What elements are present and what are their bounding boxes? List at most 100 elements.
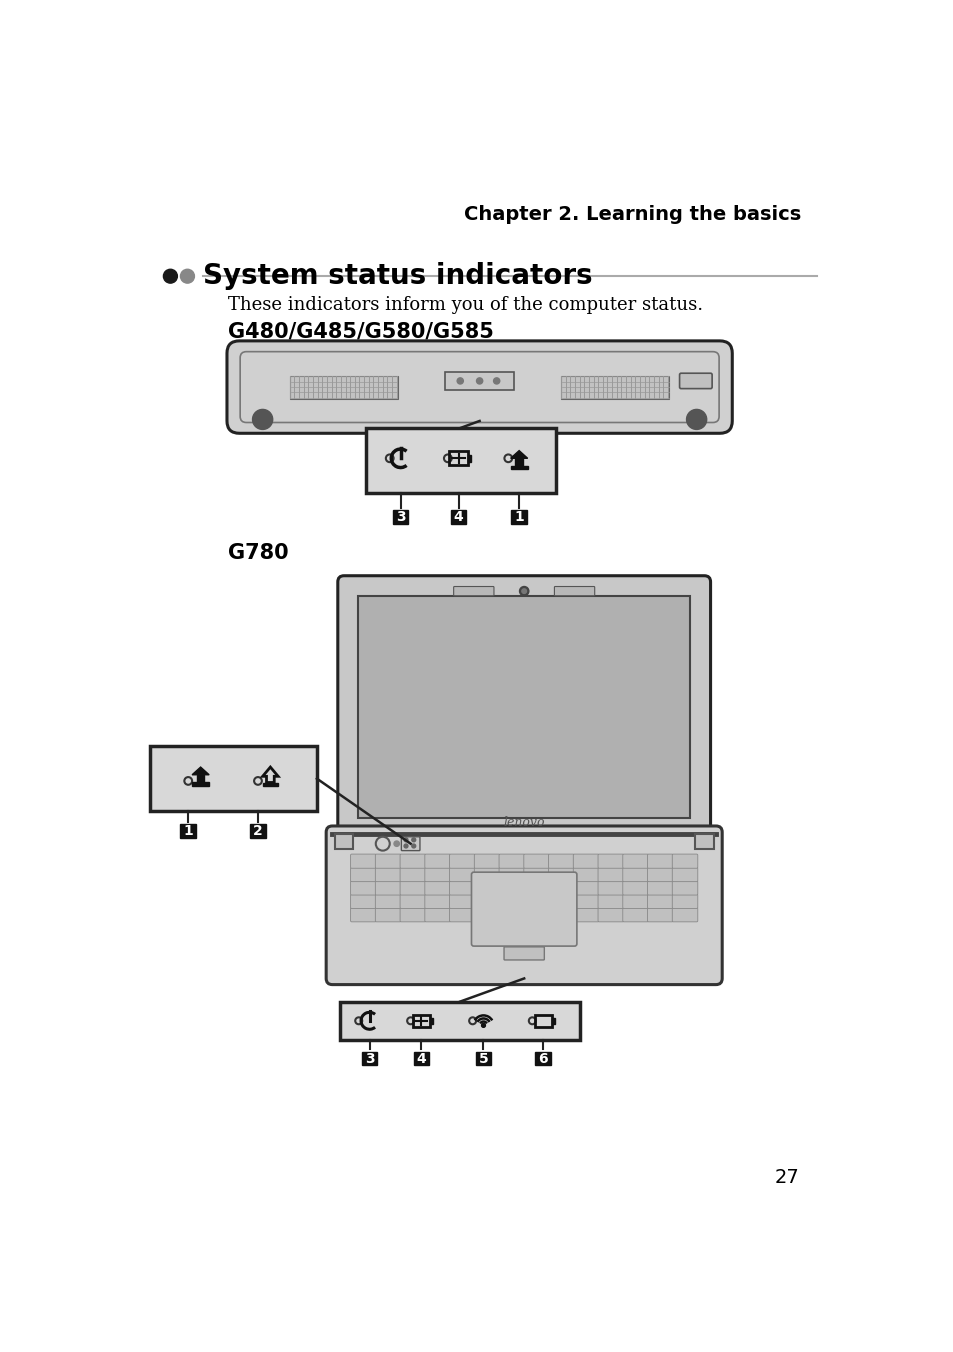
Bar (523, 646, 606, 653)
FancyBboxPatch shape (474, 907, 499, 922)
FancyBboxPatch shape (449, 882, 475, 895)
FancyBboxPatch shape (498, 854, 524, 868)
Bar (360, 733, 443, 740)
Bar (605, 808, 687, 815)
Bar (605, 614, 687, 621)
Bar (360, 754, 443, 761)
Bar (605, 803, 687, 810)
Bar (523, 668, 606, 675)
Bar (360, 765, 443, 772)
FancyBboxPatch shape (573, 894, 598, 909)
Bar (360, 711, 443, 718)
Bar (523, 808, 606, 815)
Bar (360, 722, 443, 729)
Bar (360, 781, 443, 788)
FancyBboxPatch shape (622, 882, 648, 895)
Bar (442, 646, 524, 653)
FancyBboxPatch shape (399, 854, 425, 868)
Bar (360, 803, 443, 810)
Bar (605, 608, 687, 615)
FancyBboxPatch shape (622, 907, 648, 922)
Bar (360, 598, 443, 604)
FancyBboxPatch shape (498, 868, 524, 882)
FancyBboxPatch shape (598, 882, 623, 895)
Bar (442, 630, 524, 637)
FancyBboxPatch shape (375, 894, 400, 909)
FancyBboxPatch shape (548, 907, 574, 922)
FancyBboxPatch shape (474, 854, 499, 868)
Bar (523, 608, 606, 615)
Bar (523, 776, 606, 783)
Circle shape (476, 377, 482, 384)
Bar (534, 1014, 551, 1028)
Bar (605, 630, 687, 637)
Bar (605, 738, 687, 745)
Bar (523, 598, 606, 604)
Bar (523, 760, 606, 767)
Bar (360, 776, 443, 783)
Bar (442, 706, 524, 713)
Bar (150, 746, 316, 811)
FancyBboxPatch shape (672, 907, 697, 922)
Bar (605, 603, 687, 610)
FancyBboxPatch shape (326, 826, 721, 984)
Bar (442, 771, 524, 777)
Bar (560, 376, 669, 399)
FancyBboxPatch shape (424, 882, 450, 895)
Bar (523, 673, 606, 680)
Bar (523, 625, 606, 631)
Circle shape (493, 377, 499, 384)
Bar (605, 657, 687, 664)
FancyBboxPatch shape (474, 868, 499, 882)
Circle shape (481, 1023, 485, 1028)
Bar (360, 727, 443, 734)
FancyBboxPatch shape (399, 907, 425, 922)
Bar (413, 1014, 430, 1028)
Bar (476, 1052, 491, 1065)
Circle shape (412, 844, 416, 848)
Bar (523, 738, 606, 745)
Bar (360, 787, 443, 794)
Bar (442, 765, 524, 772)
Bar (442, 598, 524, 604)
Bar (605, 798, 687, 804)
Bar (360, 749, 443, 756)
Bar (360, 630, 443, 637)
FancyBboxPatch shape (399, 882, 425, 895)
Circle shape (394, 841, 399, 846)
Bar (605, 706, 687, 713)
Bar (523, 765, 606, 772)
Bar (360, 668, 443, 675)
FancyBboxPatch shape (622, 868, 648, 882)
Bar (250, 825, 266, 838)
Text: System status indicators: System status indicators (203, 262, 592, 291)
Bar (523, 603, 606, 610)
FancyBboxPatch shape (647, 907, 672, 922)
FancyBboxPatch shape (573, 882, 598, 895)
FancyBboxPatch shape (647, 894, 672, 909)
Bar (510, 466, 527, 469)
Bar (361, 1052, 377, 1065)
FancyBboxPatch shape (647, 882, 672, 895)
Text: These indicators inform you of the computer status.: These indicators inform you of the compu… (228, 296, 702, 314)
FancyBboxPatch shape (598, 894, 623, 909)
Bar (192, 783, 209, 786)
FancyBboxPatch shape (548, 882, 574, 895)
Bar (605, 700, 687, 707)
Bar (442, 652, 524, 658)
Text: 3: 3 (395, 510, 405, 525)
FancyBboxPatch shape (622, 894, 648, 909)
Bar (442, 603, 524, 610)
Bar (523, 749, 606, 756)
Bar (605, 760, 687, 767)
Bar (180, 825, 195, 838)
Bar (523, 803, 606, 810)
Bar (523, 733, 606, 740)
Bar (523, 641, 606, 648)
Circle shape (253, 410, 273, 430)
FancyBboxPatch shape (498, 907, 524, 922)
Bar (442, 673, 524, 680)
Bar (360, 684, 443, 691)
Bar (523, 781, 606, 788)
Bar (605, 635, 687, 642)
